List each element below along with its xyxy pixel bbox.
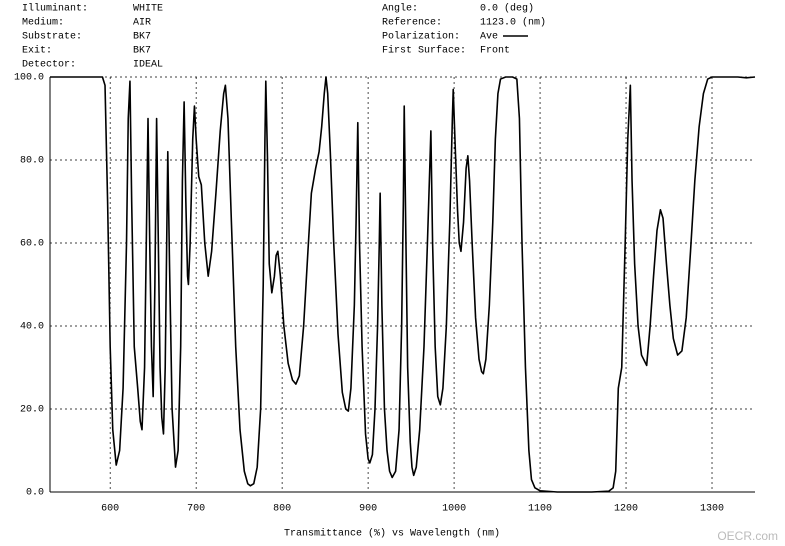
y-tick-label: 80.0 [20,156,44,167]
header-label: First Surface: [382,45,466,57]
y-tick-label: 20.0 [20,405,44,416]
x-tick-label: 700 [187,504,205,515]
header-value: 1123.0 (nm) [480,17,546,29]
watermark: OECR.com [717,529,778,543]
x-tick-label: 800 [273,504,291,515]
header-label: Exit: [22,45,52,57]
header-value: Ave [480,32,498,43]
y-tick-label: 100.0 [14,73,44,84]
header-label: Reference: [382,17,442,29]
header-value: AIR [133,18,151,29]
header-label: Illuminant: [22,3,88,15]
x-tick-label: 1100 [528,504,552,515]
header-value: BK7 [133,32,151,43]
y-tick-label: 40.0 [20,322,44,333]
x-tick-label: 900 [359,504,377,515]
y-tick-label: 60.0 [20,239,44,250]
x-tick-label: 1200 [614,504,638,515]
x-tick-label: 1300 [700,504,724,515]
header-value: BK7 [133,46,151,57]
header-value: WHITE [133,4,163,15]
header-label: Detector: [22,60,76,71]
header-label: Substrate: [22,31,82,43]
header-value: IDEAL [133,60,163,71]
header-value: 0.0 (deg) [480,3,534,15]
header-label: Angle: [382,3,418,15]
header-label: Medium: [22,17,64,29]
x-axis-label: Transmittance (%) vs Wavelength (nm) [284,528,500,540]
header-label: Polarization: [382,31,460,43]
x-tick-label: 600 [101,504,119,515]
y-tick-label: 0.0 [26,488,44,499]
data-line [50,76,756,493]
x-tick-label: 1000 [442,504,466,515]
header-value: Front [480,46,510,57]
